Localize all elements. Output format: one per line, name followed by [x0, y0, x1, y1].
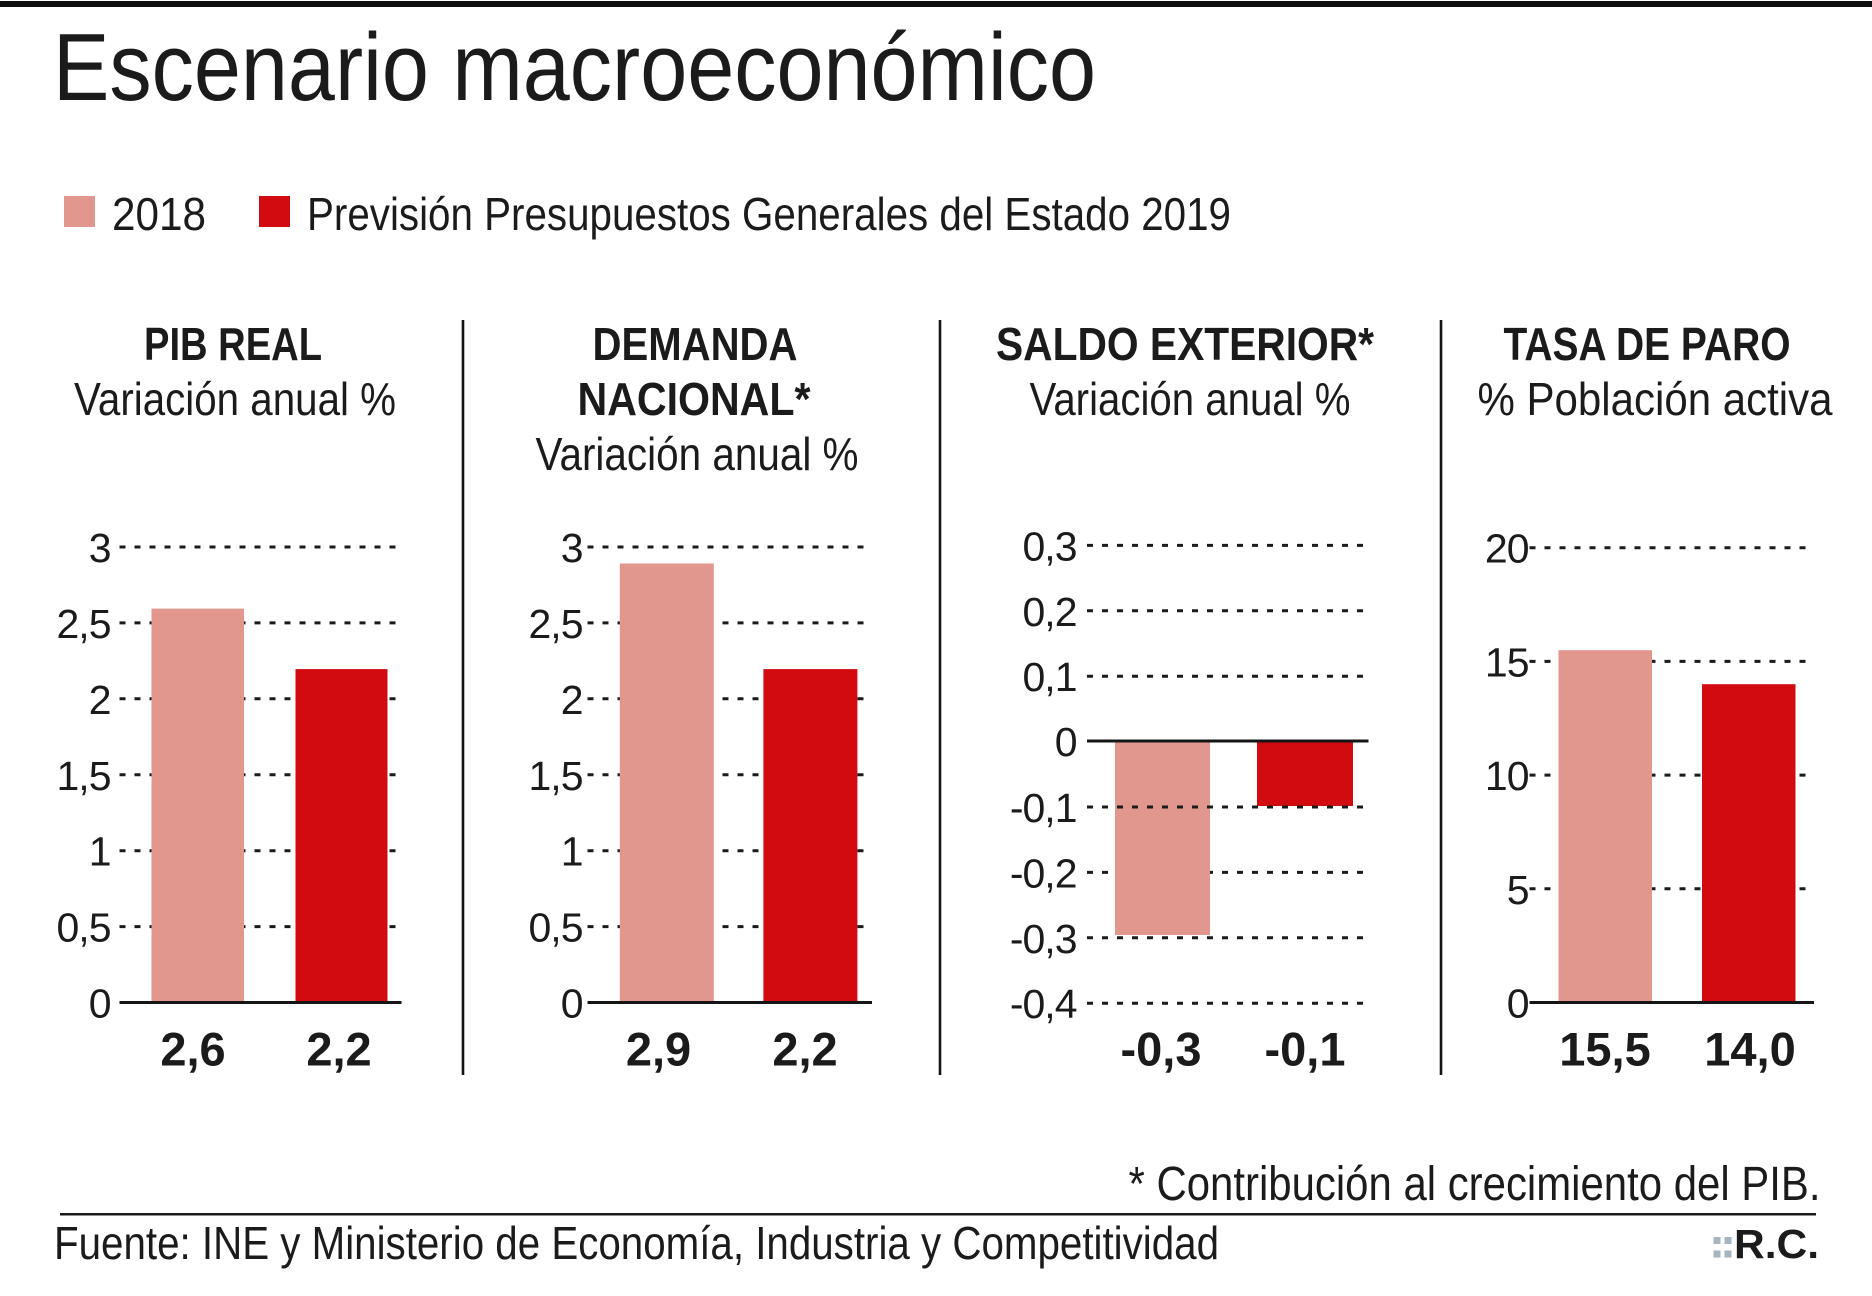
svg-text:15,5: 15,5 — [1559, 1023, 1650, 1076]
svg-text:15: 15 — [1485, 639, 1529, 685]
svg-text:2018: 2018 — [112, 188, 206, 240]
svg-text:Variación anual %: Variación anual % — [536, 428, 859, 480]
svg-text:2,2: 2,2 — [306, 1023, 371, 1076]
svg-text:R.C.: R.C. — [1734, 1221, 1819, 1267]
svg-text:2: 2 — [89, 677, 111, 723]
svg-text:% Población activa: % Población activa — [1478, 373, 1833, 425]
svg-text:0,5: 0,5 — [57, 905, 111, 951]
svg-text:0: 0 — [89, 981, 111, 1027]
svg-text:2: 2 — [561, 677, 583, 723]
svg-text:Fuente: INE y Ministerio de Ec: Fuente: INE y Ministerio de Economía, In… — [54, 1217, 1219, 1269]
svg-text:0: 0 — [561, 981, 583, 1027]
svg-text:0: 0 — [1507, 981, 1529, 1027]
svg-text:1: 1 — [561, 829, 583, 875]
svg-text:-0,3: -0,3 — [1121, 1023, 1202, 1076]
svg-text:-0,3: -0,3 — [1010, 916, 1077, 962]
svg-text:Escenario macroeconómico: Escenario macroeconómico — [53, 14, 1096, 121]
svg-text:0,2: 0,2 — [1023, 589, 1077, 635]
svg-text:NACIONAL*: NACIONAL* — [578, 373, 811, 425]
svg-text:-0,4: -0,4 — [1010, 981, 1077, 1027]
svg-text:2,5: 2,5 — [529, 601, 583, 647]
svg-text:3: 3 — [561, 525, 583, 571]
svg-text:* Contribución al crecimiento: * Contribución al crecimiento del PIB. — [1129, 1158, 1821, 1211]
svg-text:DEMANDA: DEMANDA — [593, 318, 798, 370]
svg-text:-0,2: -0,2 — [1010, 850, 1077, 896]
svg-text:0,3: 0,3 — [1023, 523, 1077, 569]
svg-text:2,9: 2,9 — [626, 1023, 691, 1076]
svg-text:TASA DE PARO: TASA DE PARO — [1504, 318, 1791, 370]
svg-text:-0,1: -0,1 — [1010, 785, 1077, 831]
svg-text:Previsión Presupuestos General: Previsión Presupuestos Generales del Est… — [307, 188, 1231, 240]
svg-text:0: 0 — [1055, 719, 1077, 765]
svg-text:0,5: 0,5 — [529, 905, 583, 951]
svg-text:10: 10 — [1485, 753, 1529, 799]
svg-text:1: 1 — [89, 829, 111, 875]
svg-text:Variación anual %: Variación anual % — [1030, 373, 1351, 425]
svg-text:1,5: 1,5 — [529, 753, 583, 799]
svg-text:0,1: 0,1 — [1023, 654, 1077, 700]
svg-text:2,5: 2,5 — [57, 601, 111, 647]
svg-text:Variación anual %: Variación anual % — [74, 373, 396, 425]
svg-text:3: 3 — [89, 525, 111, 571]
svg-text:5: 5 — [1507, 867, 1529, 913]
svg-text:1,5: 1,5 — [57, 753, 111, 799]
svg-text:20: 20 — [1485, 526, 1529, 572]
svg-text:PIB REAL: PIB REAL — [144, 318, 322, 370]
svg-text:2,2: 2,2 — [772, 1023, 837, 1076]
svg-text:SALDO EXTERIOR*: SALDO EXTERIOR* — [996, 318, 1374, 370]
svg-text:-0,1: -0,1 — [1265, 1023, 1346, 1076]
svg-text:2,6: 2,6 — [160, 1023, 225, 1076]
svg-text:14,0: 14,0 — [1704, 1023, 1795, 1076]
